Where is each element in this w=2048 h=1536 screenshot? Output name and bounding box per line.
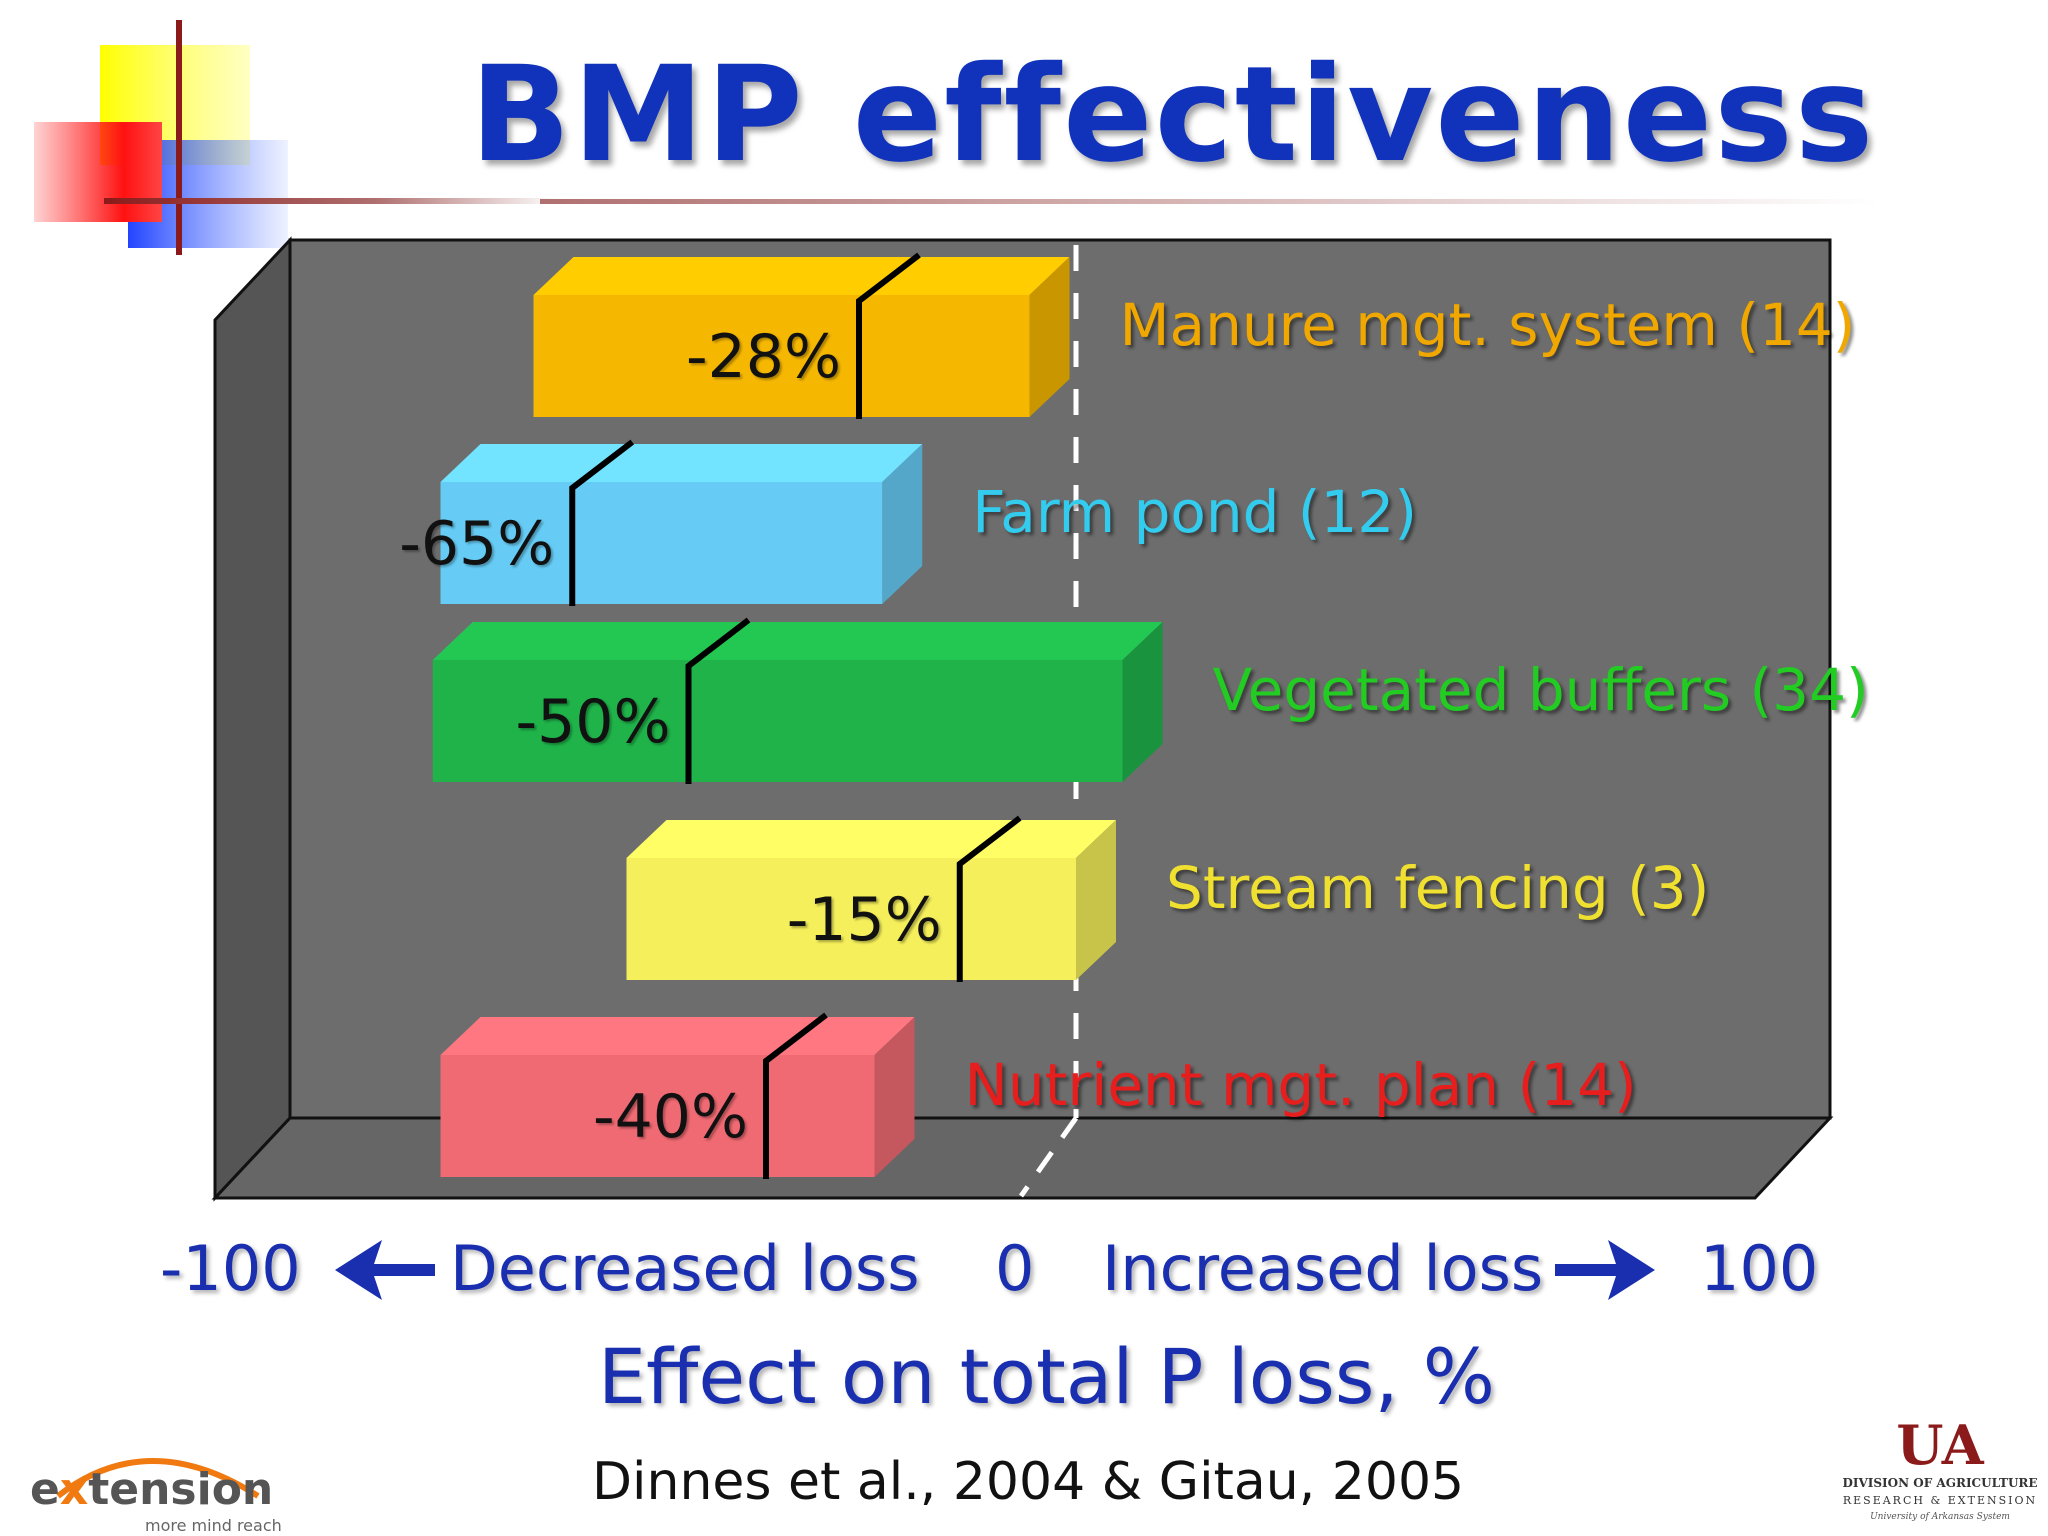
- bar-top-2: [440, 444, 923, 482]
- median-marker-4: [956, 815, 1022, 982]
- x-tick-max: 100: [1700, 1232, 1819, 1305]
- bar-3: [432, 660, 1123, 782]
- decreased-loss-label: Decreased loss: [450, 1232, 920, 1305]
- corner-decoration-icon: [34, 20, 560, 255]
- title-underline: [540, 199, 1880, 204]
- value-label-2: -65%: [399, 509, 554, 579]
- x-tick-zero: 0: [995, 1232, 1035, 1305]
- bar-side-2: [882, 444, 923, 604]
- slide-title: BMP effectiveness: [470, 38, 1876, 192]
- category-label-5: Nutrient mgt. plan (14): [965, 1051, 1637, 1119]
- bar-group-4: -15% Stream fencing (3): [626, 815, 1709, 982]
- extension-logo-e: e: [30, 1464, 60, 1515]
- category-label-2: Farm pond (12): [972, 478, 1417, 546]
- median-marker-2: [569, 439, 635, 606]
- bar-side-4: [1076, 820, 1116, 980]
- median-marker-5: [763, 1012, 828, 1179]
- bar-side-1: [1029, 257, 1070, 417]
- median-marker-1: [856, 252, 921, 419]
- bar-2: [440, 482, 883, 604]
- bar-group-1: -28% Manure mgt. system (14): [533, 252, 1856, 419]
- bar-group-2: -65% Farm pond (12): [399, 439, 1417, 606]
- median-marker-3: [685, 617, 751, 784]
- extension-logo: extension more mind reach: [30, 1436, 282, 1535]
- bar-4: [626, 858, 1076, 980]
- bar-side-3: [1122, 622, 1163, 782]
- ua-line-2: RESEARCH & EXTENSION: [1842, 1494, 2038, 1507]
- category-label-3: Vegetated buffers (34): [1213, 656, 1869, 724]
- ua-line-3: University of Arkansas System: [1870, 1512, 2010, 1522]
- ua-mark: UA: [1896, 1413, 1984, 1477]
- extension-logo-rest: tension: [88, 1464, 274, 1515]
- chart-left-wall: [213, 236, 292, 1202]
- category-label-1: Manure mgt. system (14): [1120, 291, 1856, 359]
- source-citation: Dinnes et al., 2004 & Gitau, 2005: [592, 1452, 1465, 1512]
- arrow-right-icon: [1555, 1240, 1655, 1300]
- bar-group-3: -50% Vegetated buffers (34): [432, 617, 1869, 784]
- bar-top-4: [626, 820, 1116, 858]
- ua-line-1: DIVISION OF AGRICULTURE: [1842, 1476, 2038, 1490]
- bar-side-5: [874, 1017, 915, 1177]
- zero-line-floor: [1018, 1116, 1079, 1198]
- value-label-1: -28%: [686, 322, 841, 392]
- extension-arc-icon: [56, 1458, 260, 1499]
- ua-logo: UA DIVISION OF AGRICULTURE RESEARCH & EX…: [1840, 1416, 2040, 1532]
- value-label-4: -15%: [787, 885, 942, 955]
- bar-top-1: [533, 257, 1070, 295]
- bar-top-5: [440, 1017, 915, 1055]
- bar-1: [533, 295, 1030, 417]
- x-tick-min: -100: [160, 1232, 301, 1305]
- bar-group-5: -40% Nutrient mgt. plan (14): [440, 1012, 1637, 1179]
- value-label-3: -50%: [515, 687, 670, 757]
- value-label-5: -40%: [593, 1082, 748, 1152]
- category-label-4: Stream fencing (3): [1166, 854, 1709, 922]
- bar-5: [440, 1055, 875, 1177]
- extension-tagline: more mind reach: [145, 1516, 282, 1535]
- chart-bars: -28% Manure mgt. system (14) -65% Farm pond…: [399, 252, 1869, 1179]
- x-axis-label: Effect on total P loss, %: [598, 1332, 1495, 1421]
- increased-loss-label: Increased loss: [1102, 1232, 1544, 1305]
- arrow-left-icon: [335, 1240, 435, 1300]
- bar-top-3: [432, 622, 1163, 660]
- extension-logo-x: x: [59, 1464, 89, 1515]
